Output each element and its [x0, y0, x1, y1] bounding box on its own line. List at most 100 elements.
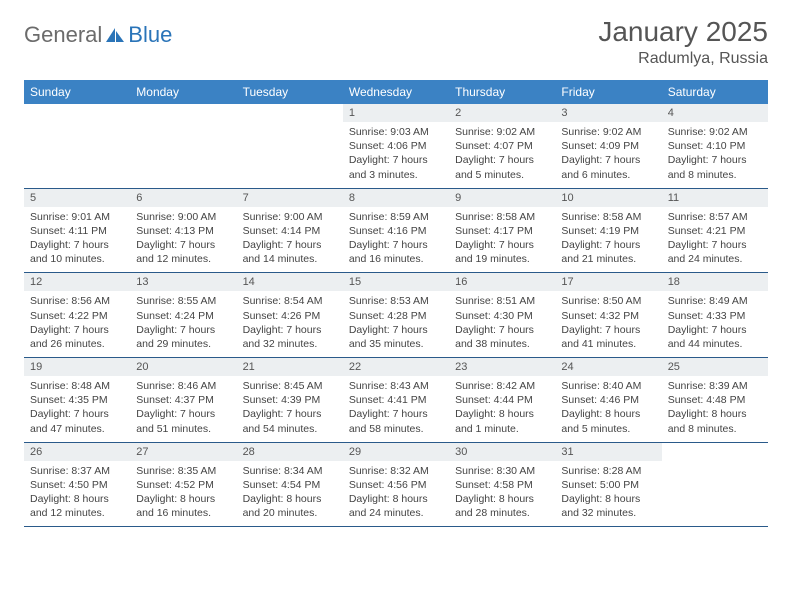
- sunset-line: Sunset: 4:41 PM: [349, 393, 443, 407]
- daylight-line: Daylight: 8 hours and 32 minutes.: [561, 492, 655, 520]
- sunrise-line: Sunrise: 8:56 AM: [30, 294, 124, 308]
- day-number-cell: 17: [555, 273, 661, 292]
- sunrise-line: Sunrise: 8:42 AM: [455, 379, 549, 393]
- daylight-line: Daylight: 7 hours and 14 minutes.: [243, 238, 337, 266]
- day-number-cell: 3: [555, 104, 661, 122]
- sunset-line: Sunset: 4:11 PM: [30, 224, 124, 238]
- logo: General Blue: [24, 22, 172, 48]
- daylight-line: Daylight: 7 hours and 38 minutes.: [455, 323, 549, 351]
- daylight-line: Daylight: 7 hours and 54 minutes.: [243, 407, 337, 435]
- sunset-line: Sunset: 4:46 PM: [561, 393, 655, 407]
- sunrise-line: Sunrise: 8:54 AM: [243, 294, 337, 308]
- daylight-line: Daylight: 7 hours and 24 minutes.: [668, 238, 762, 266]
- sunrise-line: Sunrise: 8:40 AM: [561, 379, 655, 393]
- sunrise-line: Sunrise: 8:39 AM: [668, 379, 762, 393]
- sunset-line: Sunset: 4:39 PM: [243, 393, 337, 407]
- day-number-cell: 1: [343, 104, 449, 122]
- day-number-cell: 29: [343, 442, 449, 461]
- day-number-cell: 7: [237, 188, 343, 207]
- day-detail-cell: [130, 122, 236, 188]
- sunset-line: Sunset: 4:17 PM: [455, 224, 549, 238]
- day-detail-cell: Sunrise: 9:03 AMSunset: 4:06 PMDaylight:…: [343, 122, 449, 188]
- day-detail-cell: Sunrise: 8:35 AMSunset: 4:52 PMDaylight:…: [130, 461, 236, 527]
- day-number-cell: 11: [662, 188, 768, 207]
- sunset-line: Sunset: 4:07 PM: [455, 139, 549, 153]
- sunset-line: Sunset: 4:33 PM: [668, 309, 762, 323]
- day-number-cell: 25: [662, 358, 768, 377]
- daylight-line: Daylight: 7 hours and 16 minutes.: [349, 238, 443, 266]
- sunset-line: Sunset: 4:30 PM: [455, 309, 549, 323]
- sunrise-line: Sunrise: 9:03 AM: [349, 125, 443, 139]
- logo-text-general: General: [24, 22, 102, 48]
- daylight-line: Daylight: 8 hours and 5 minutes.: [561, 407, 655, 435]
- day-number-cell: 2: [449, 104, 555, 122]
- daylight-line: Daylight: 7 hours and 19 minutes.: [455, 238, 549, 266]
- weekday-header: Monday: [130, 80, 236, 104]
- day-detail-cell: Sunrise: 9:02 AMSunset: 4:07 PMDaylight:…: [449, 122, 555, 188]
- day-number-cell: [662, 442, 768, 461]
- day-detail-cell: Sunrise: 8:51 AMSunset: 4:30 PMDaylight:…: [449, 291, 555, 357]
- day-number-cell: [130, 104, 236, 122]
- sunrise-line: Sunrise: 8:35 AM: [136, 464, 230, 478]
- sunrise-line: Sunrise: 9:02 AM: [561, 125, 655, 139]
- day-detail-cell: Sunrise: 8:56 AMSunset: 4:22 PMDaylight:…: [24, 291, 130, 357]
- sunset-line: Sunset: 4:16 PM: [349, 224, 443, 238]
- day-number-cell: 4: [662, 104, 768, 122]
- weekday-header: Wednesday: [343, 80, 449, 104]
- day-number-cell: [237, 104, 343, 122]
- daylight-line: Daylight: 7 hours and 10 minutes.: [30, 238, 124, 266]
- daylight-line: Daylight: 7 hours and 32 minutes.: [243, 323, 337, 351]
- weekday-header: Tuesday: [237, 80, 343, 104]
- daylight-line: Daylight: 7 hours and 3 minutes.: [349, 153, 443, 181]
- day-number-cell: 19: [24, 358, 130, 377]
- daylight-line: Daylight: 7 hours and 6 minutes.: [561, 153, 655, 181]
- daylight-line: Daylight: 8 hours and 16 minutes.: [136, 492, 230, 520]
- daylight-line: Daylight: 8 hours and 24 minutes.: [349, 492, 443, 520]
- day-detail-cell: Sunrise: 8:34 AMSunset: 4:54 PMDaylight:…: [237, 461, 343, 527]
- sunrise-line: Sunrise: 8:45 AM: [243, 379, 337, 393]
- day-number-row: 1234: [24, 104, 768, 122]
- sunset-line: Sunset: 4:44 PM: [455, 393, 549, 407]
- title-block: January 2025 Radumlya, Russia: [598, 16, 768, 68]
- sunset-line: Sunset: 4:14 PM: [243, 224, 337, 238]
- day-detail-cell: Sunrise: 8:49 AMSunset: 4:33 PMDaylight:…: [662, 291, 768, 357]
- sunrise-line: Sunrise: 9:01 AM: [30, 210, 124, 224]
- day-number-cell: 14: [237, 273, 343, 292]
- daylight-line: Daylight: 8 hours and 28 minutes.: [455, 492, 549, 520]
- sunset-line: Sunset: 4:06 PM: [349, 139, 443, 153]
- day-detail-cell: Sunrise: 8:28 AMSunset: 5:00 PMDaylight:…: [555, 461, 661, 527]
- daylight-line: Daylight: 7 hours and 58 minutes.: [349, 407, 443, 435]
- month-title: January 2025: [598, 16, 768, 48]
- calendar-body: 1234Sunrise: 9:03 AMSunset: 4:06 PMDayli…: [24, 104, 768, 527]
- day-detail-cell: [237, 122, 343, 188]
- day-detail-cell: Sunrise: 8:58 AMSunset: 4:19 PMDaylight:…: [555, 207, 661, 273]
- day-detail-cell: Sunrise: 8:54 AMSunset: 4:26 PMDaylight:…: [237, 291, 343, 357]
- day-detail-cell: [662, 461, 768, 527]
- sunset-line: Sunset: 4:10 PM: [668, 139, 762, 153]
- sunrise-line: Sunrise: 8:43 AM: [349, 379, 443, 393]
- header: General Blue January 2025 Radumlya, Russ…: [24, 16, 768, 68]
- day-number-cell: 15: [343, 273, 449, 292]
- sunset-line: Sunset: 4:24 PM: [136, 309, 230, 323]
- day-detail-cell: Sunrise: 8:30 AMSunset: 4:58 PMDaylight:…: [449, 461, 555, 527]
- day-number-cell: 24: [555, 358, 661, 377]
- daylight-line: Daylight: 7 hours and 21 minutes.: [561, 238, 655, 266]
- day-detail-row: Sunrise: 9:01 AMSunset: 4:11 PMDaylight:…: [24, 207, 768, 273]
- day-detail-cell: Sunrise: 9:00 AMSunset: 4:13 PMDaylight:…: [130, 207, 236, 273]
- day-number-row: 567891011: [24, 188, 768, 207]
- sunrise-line: Sunrise: 8:46 AM: [136, 379, 230, 393]
- sunrise-line: Sunrise: 8:49 AM: [668, 294, 762, 308]
- weekday-header: Sunday: [24, 80, 130, 104]
- day-detail-cell: [24, 122, 130, 188]
- logo-text-blue: Blue: [128, 22, 172, 48]
- daylight-line: Daylight: 7 hours and 12 minutes.: [136, 238, 230, 266]
- day-number-cell: 9: [449, 188, 555, 207]
- sunset-line: Sunset: 4:52 PM: [136, 478, 230, 492]
- day-number-cell: 10: [555, 188, 661, 207]
- daylight-line: Daylight: 7 hours and 26 minutes.: [30, 323, 124, 351]
- sunset-line: Sunset: 4:21 PM: [668, 224, 762, 238]
- sunset-line: Sunset: 4:35 PM: [30, 393, 124, 407]
- day-detail-cell: Sunrise: 8:42 AMSunset: 4:44 PMDaylight:…: [449, 376, 555, 442]
- day-number-cell: 20: [130, 358, 236, 377]
- daylight-line: Daylight: 7 hours and 8 minutes.: [668, 153, 762, 181]
